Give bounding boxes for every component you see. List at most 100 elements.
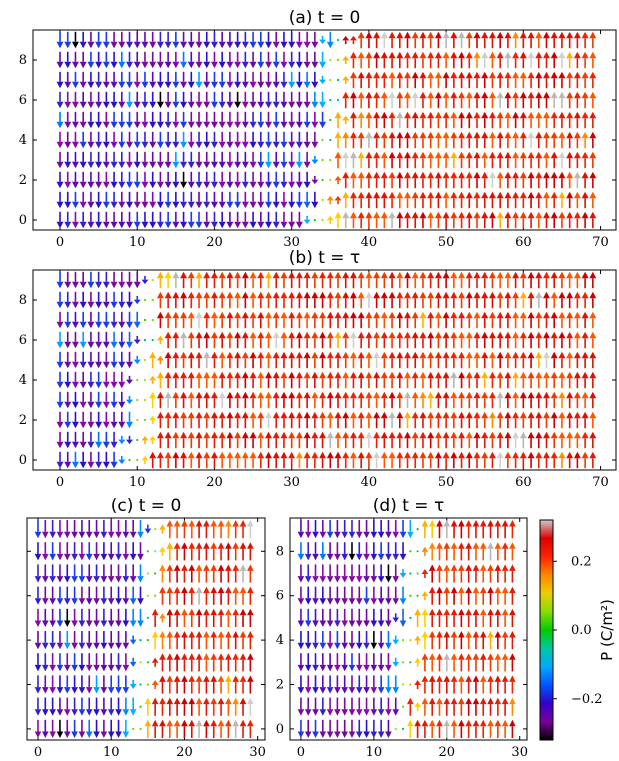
arrow-down-head bbox=[377, 687, 385, 694]
arrow-up-head bbox=[465, 653, 472, 660]
arrow-up-head bbox=[180, 371, 188, 379]
arrow-down-head bbox=[156, 161, 164, 169]
arrow-up-head bbox=[458, 542, 465, 549]
arrow-up-head bbox=[411, 331, 419, 339]
arrow-down-head bbox=[87, 401, 95, 409]
arrow-up-head bbox=[573, 271, 581, 279]
arrow-up-head bbox=[141, 455, 149, 461]
arrow-down-head bbox=[326, 620, 334, 628]
arrow-down-head bbox=[377, 620, 385, 628]
arrow-down-head bbox=[149, 101, 157, 109]
arrow-down-head bbox=[102, 341, 110, 349]
arrow-up-head bbox=[210, 653, 218, 660]
arrow-up-head bbox=[566, 151, 574, 159]
arrow-up-head bbox=[365, 271, 373, 279]
arrow-up-head bbox=[543, 271, 550, 279]
arrow-up-head bbox=[234, 311, 242, 319]
arrow-up-head bbox=[388, 51, 396, 59]
colorbar-tick-label: −0.2 bbox=[571, 692, 603, 707]
arrow-up-head bbox=[288, 371, 296, 379]
arrow-up-head bbox=[326, 391, 334, 399]
arrow-up-head bbox=[419, 351, 427, 359]
arrow-down-head bbox=[49, 642, 56, 650]
arrow-up-head bbox=[450, 311, 458, 319]
arrow-up-head bbox=[411, 191, 419, 199]
arrow-down-head bbox=[87, 281, 95, 289]
arrow-up-head bbox=[458, 586, 465, 594]
arrow-up-head bbox=[404, 71, 411, 79]
arrow-down-head bbox=[95, 461, 103, 469]
arrow-up-head bbox=[234, 411, 242, 419]
arrow-down-head bbox=[56, 401, 64, 409]
arrow-up-head bbox=[257, 431, 265, 439]
arrow-up-head bbox=[303, 431, 311, 439]
arrow-down-head bbox=[133, 339, 141, 345]
arrow-down-head bbox=[363, 687, 370, 694]
arrow-up-head bbox=[218, 411, 226, 419]
wall-dot bbox=[329, 138, 332, 142]
arrow-down-head bbox=[107, 620, 115, 628]
arrow-down-head bbox=[392, 531, 400, 539]
arrow-up-head bbox=[164, 431, 172, 439]
arrow-down-head bbox=[126, 101, 133, 109]
arrow-up-head bbox=[465, 411, 473, 419]
arrow-up-head bbox=[543, 291, 550, 299]
arrow-up-head bbox=[203, 451, 211, 459]
arrow-up-head bbox=[411, 131, 419, 139]
arrow-up-head bbox=[458, 391, 466, 399]
arrow-down-head bbox=[79, 221, 87, 229]
arrow-up-head bbox=[334, 391, 342, 399]
arrow-up-head bbox=[558, 31, 566, 39]
arrow-up-head bbox=[550, 431, 558, 439]
arrow-down-head bbox=[203, 61, 211, 69]
arrow-down-head bbox=[363, 731, 370, 739]
arrow-up-head bbox=[334, 195, 342, 201]
arrow-down-head bbox=[107, 531, 115, 539]
arrow-down-head bbox=[156, 201, 164, 209]
arrow-down-head bbox=[95, 421, 103, 429]
arrow-up-head bbox=[419, 291, 427, 299]
arrow-up-head bbox=[166, 653, 174, 660]
arrow-up-head bbox=[481, 111, 489, 119]
arrow-up-head bbox=[349, 71, 357, 79]
arrow-up-head bbox=[527, 31, 535, 39]
arrow-up-head bbox=[450, 211, 458, 219]
arrow-up-head bbox=[156, 391, 164, 399]
arrow-up-head bbox=[450, 331, 458, 339]
arrow-down-head bbox=[133, 359, 141, 365]
arrow-up-head bbox=[249, 271, 257, 279]
arrow-down-head bbox=[126, 421, 133, 429]
arrow-up-head bbox=[481, 431, 489, 439]
arrow-up-head bbox=[334, 331, 342, 339]
arrow-down-head bbox=[303, 41, 311, 49]
arrow-up-head bbox=[326, 451, 334, 459]
arrow-up-head bbox=[164, 331, 172, 339]
arrow-down-head bbox=[64, 381, 72, 389]
arrow-up-head bbox=[380, 411, 388, 419]
arrow-up-head bbox=[527, 271, 535, 279]
arrow-down-head bbox=[126, 439, 133, 445]
arrow-up-head bbox=[166, 542, 174, 549]
arrow-up-head bbox=[380, 391, 388, 399]
arrow-up-head bbox=[481, 171, 489, 179]
arrow-down-head bbox=[42, 687, 49, 694]
arrow-up-head bbox=[581, 171, 589, 179]
arrow-down-head bbox=[79, 441, 87, 449]
arrow-down-head bbox=[110, 221, 118, 229]
arrow-up-head bbox=[419, 431, 427, 439]
arrow-up-head bbox=[188, 586, 196, 594]
arrow-down-head bbox=[56, 121, 64, 129]
arrow-up-head bbox=[427, 71, 435, 79]
arrow-up-head bbox=[458, 291, 466, 299]
arrow-down-head bbox=[110, 361, 118, 369]
arrow-up-head bbox=[159, 613, 166, 619]
arrow-up-head bbox=[512, 291, 520, 299]
arrow-up-head bbox=[535, 371, 543, 379]
arrow-up-head bbox=[404, 211, 411, 219]
x-tick-label: 30 bbox=[249, 745, 266, 760]
arrow-up-head bbox=[527, 371, 535, 379]
arrow-down-head bbox=[93, 709, 100, 716]
arrow-up-head bbox=[481, 451, 489, 459]
arrow-up-head bbox=[187, 331, 195, 339]
arrow-down-head bbox=[249, 61, 257, 69]
